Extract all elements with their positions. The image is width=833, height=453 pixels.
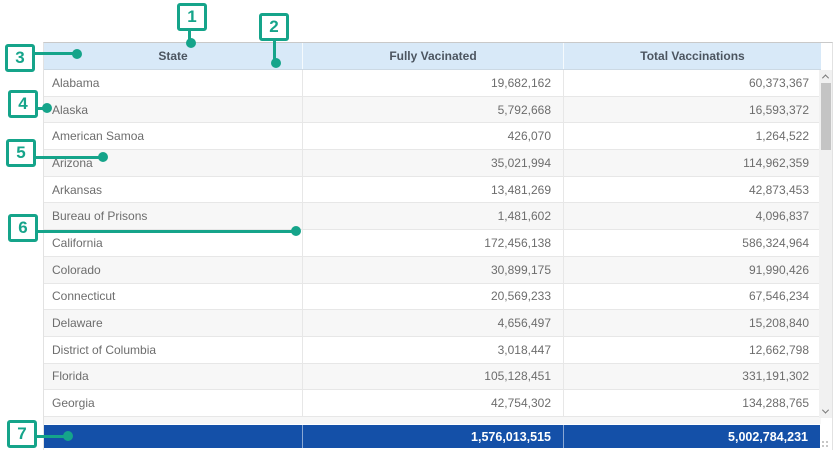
fully-vaccinated-cell: 105,128,451: [302, 363, 563, 390]
table-row[interactable]: Florida 105,128,451 331,191,302: [44, 363, 821, 391]
total-vaccinations-cell: 586,324,964: [563, 230, 821, 256]
callout-6-dot: [291, 226, 301, 236]
total-vaccinations-cell: 91,990,426: [563, 256, 821, 283]
callout-1-connector: [188, 29, 191, 40]
callout-3-dot: [72, 49, 82, 59]
callout-5-connector: [34, 156, 100, 159]
state-cell: Connecticut: [52, 289, 116, 304]
total-vaccinations-cell: 114,962,359: [563, 150, 821, 176]
table-row[interactable]: Colorado 30,899,175 91,990,426: [44, 256, 821, 284]
total-total-vaccinations: 5,002,784,231: [563, 425, 820, 448]
callout-5-dot: [98, 152, 108, 162]
scrollbar-thumb[interactable]: [820, 83, 831, 150]
callout-1-dot: [186, 38, 196, 48]
state-cell: Georgia: [52, 396, 95, 411]
fully-vaccinated-cell: 4,656,497: [302, 310, 563, 336]
total-fully-vaccinated: 1,576,013,515: [302, 425, 563, 448]
fully-vaccinated-cell: 42,754,302: [302, 390, 563, 416]
table-row[interactable]: Alaska 5,792,668 16,593,372: [44, 96, 821, 124]
fully-vaccinated-cell: 426,070: [302, 123, 563, 150]
callout-5-badge: 5: [6, 139, 36, 167]
total-row-state-cell: [44, 425, 302, 448]
state-cell: Delaware: [52, 316, 103, 331]
total-vaccinations-cell: 12,662,798: [563, 336, 821, 363]
partial-next-row: [44, 417, 821, 425]
column-header-total-vaccinations[interactable]: Total Vaccinations: [563, 43, 821, 69]
state-cell: Florida: [52, 369, 89, 384]
fully-vaccinated-cell: 3,018,447: [302, 336, 563, 363]
callout-3-connector: [33, 52, 75, 55]
callout-3-badge: 3: [5, 44, 35, 72]
chevron-down-icon: [821, 406, 830, 414]
table-row[interactable]: Georgia 42,754,302 134,288,765: [44, 390, 821, 417]
chevron-up-icon: [821, 74, 830, 82]
table-total-row: 1,576,013,515 5,002,784,231: [44, 425, 820, 448]
callout-7-dot: [63, 431, 73, 441]
vertical-scrollbar[interactable]: [819, 70, 832, 418]
state-cell: Bureau of Prisons: [52, 209, 148, 224]
total-vaccinations-cell: 4,096,837: [563, 203, 821, 230]
state-cell: Arizona: [52, 155, 93, 170]
table-row[interactable]: Alabama 19,682,162 60,373,367: [44, 70, 821, 97]
callout-6-badge: 6: [8, 214, 38, 242]
table-row[interactable]: Connecticut 20,569,233 67,546,234: [44, 283, 821, 311]
fully-vaccinated-cell: 20,569,233: [302, 283, 563, 310]
state-cell: Arkansas: [52, 182, 103, 197]
callout-4-dot: [42, 103, 52, 113]
fully-vaccinated-cell: 1,481,602: [302, 203, 563, 230]
scrollbar-up-button[interactable]: [819, 70, 832, 83]
fully-vaccinated-cell: 19,682,162: [302, 70, 563, 96]
table-row[interactable]: Arkansas 13,481,269 42,873,453: [44, 176, 821, 204]
callout-7-badge: 7: [7, 420, 37, 448]
callout-6-connector: [36, 230, 293, 233]
column-header-state[interactable]: State: [158, 49, 188, 63]
callout-4-connector: [36, 107, 46, 110]
total-vaccinations-cell: 16,593,372: [563, 96, 821, 123]
state-cell: Alaska: [52, 102, 89, 117]
callout-7-connector: [35, 435, 65, 438]
fully-vaccinated-cell: 35,021,994: [302, 150, 563, 176]
table-header-row: State Fully Vacinated Total Vaccinations: [44, 43, 821, 70]
state-cell: District of Columbia: [52, 342, 157, 357]
table-row[interactable]: District of Columbia 3,018,447 12,662,79…: [44, 336, 821, 364]
fully-vaccinated-cell: 172,456,138: [302, 230, 563, 256]
total-vaccinations-cell: 67,546,234: [563, 283, 821, 310]
total-vaccinations-cell: 60,373,367: [563, 70, 821, 96]
callout-2-badge: 2: [259, 13, 289, 41]
table-row[interactable]: American Samoa 426,070 1,264,522: [44, 123, 821, 151]
table-body: Alabama 19,682,162 60,373,367 Alaska 5,7…: [44, 70, 821, 417]
total-vaccinations-cell: 15,208,840: [563, 310, 821, 336]
total-vaccinations-cell: 331,191,302: [563, 363, 821, 390]
table-row[interactable]: California 172,456,138 586,324,964: [44, 230, 821, 257]
table-row[interactable]: Arizona 35,021,994 114,962,359: [44, 150, 821, 177]
table-row[interactable]: Bureau of Prisons 1,481,602 4,096,837: [44, 203, 821, 231]
state-cell: California: [52, 235, 103, 250]
callout-2-connector: [273, 39, 276, 60]
callout-4-badge: 4: [8, 90, 38, 118]
fully-vaccinated-cell: 13,481,269: [302, 176, 563, 203]
scrollbar-down-button[interactable]: [819, 405, 832, 418]
table-row[interactable]: Delaware 4,656,497 15,208,840: [44, 310, 821, 337]
fully-vaccinated-cell: 5,792,668: [302, 96, 563, 123]
total-vaccinations-cell: 42,873,453: [563, 176, 821, 203]
callout-2-dot: [271, 58, 281, 68]
total-vaccinations-cell: 134,288,765: [563, 390, 821, 416]
state-cell: Colorado: [52, 262, 101, 277]
total-vaccinations-cell: 1,264,522: [563, 123, 821, 150]
state-cell: American Samoa: [52, 129, 145, 144]
vaccination-table-widget: State Fully Vacinated Total Vaccinations…: [43, 42, 833, 450]
resize-grip-icon[interactable]: [821, 440, 830, 449]
fully-vaccinated-cell: 30,899,175: [302, 256, 563, 283]
state-cell: Alabama: [52, 75, 100, 90]
callout-1-badge: 1: [177, 3, 207, 31]
column-header-fully-vaccinated[interactable]: Fully Vacinated: [302, 43, 563, 69]
